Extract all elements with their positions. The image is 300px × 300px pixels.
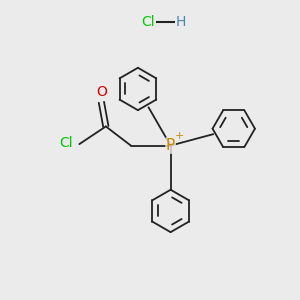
Text: +: + xyxy=(175,131,184,141)
Text: P: P xyxy=(166,138,175,153)
Text: Cl: Cl xyxy=(141,15,154,29)
Text: O: O xyxy=(96,85,107,99)
Text: Cl: Cl xyxy=(59,136,73,150)
Text: H: H xyxy=(176,15,186,29)
